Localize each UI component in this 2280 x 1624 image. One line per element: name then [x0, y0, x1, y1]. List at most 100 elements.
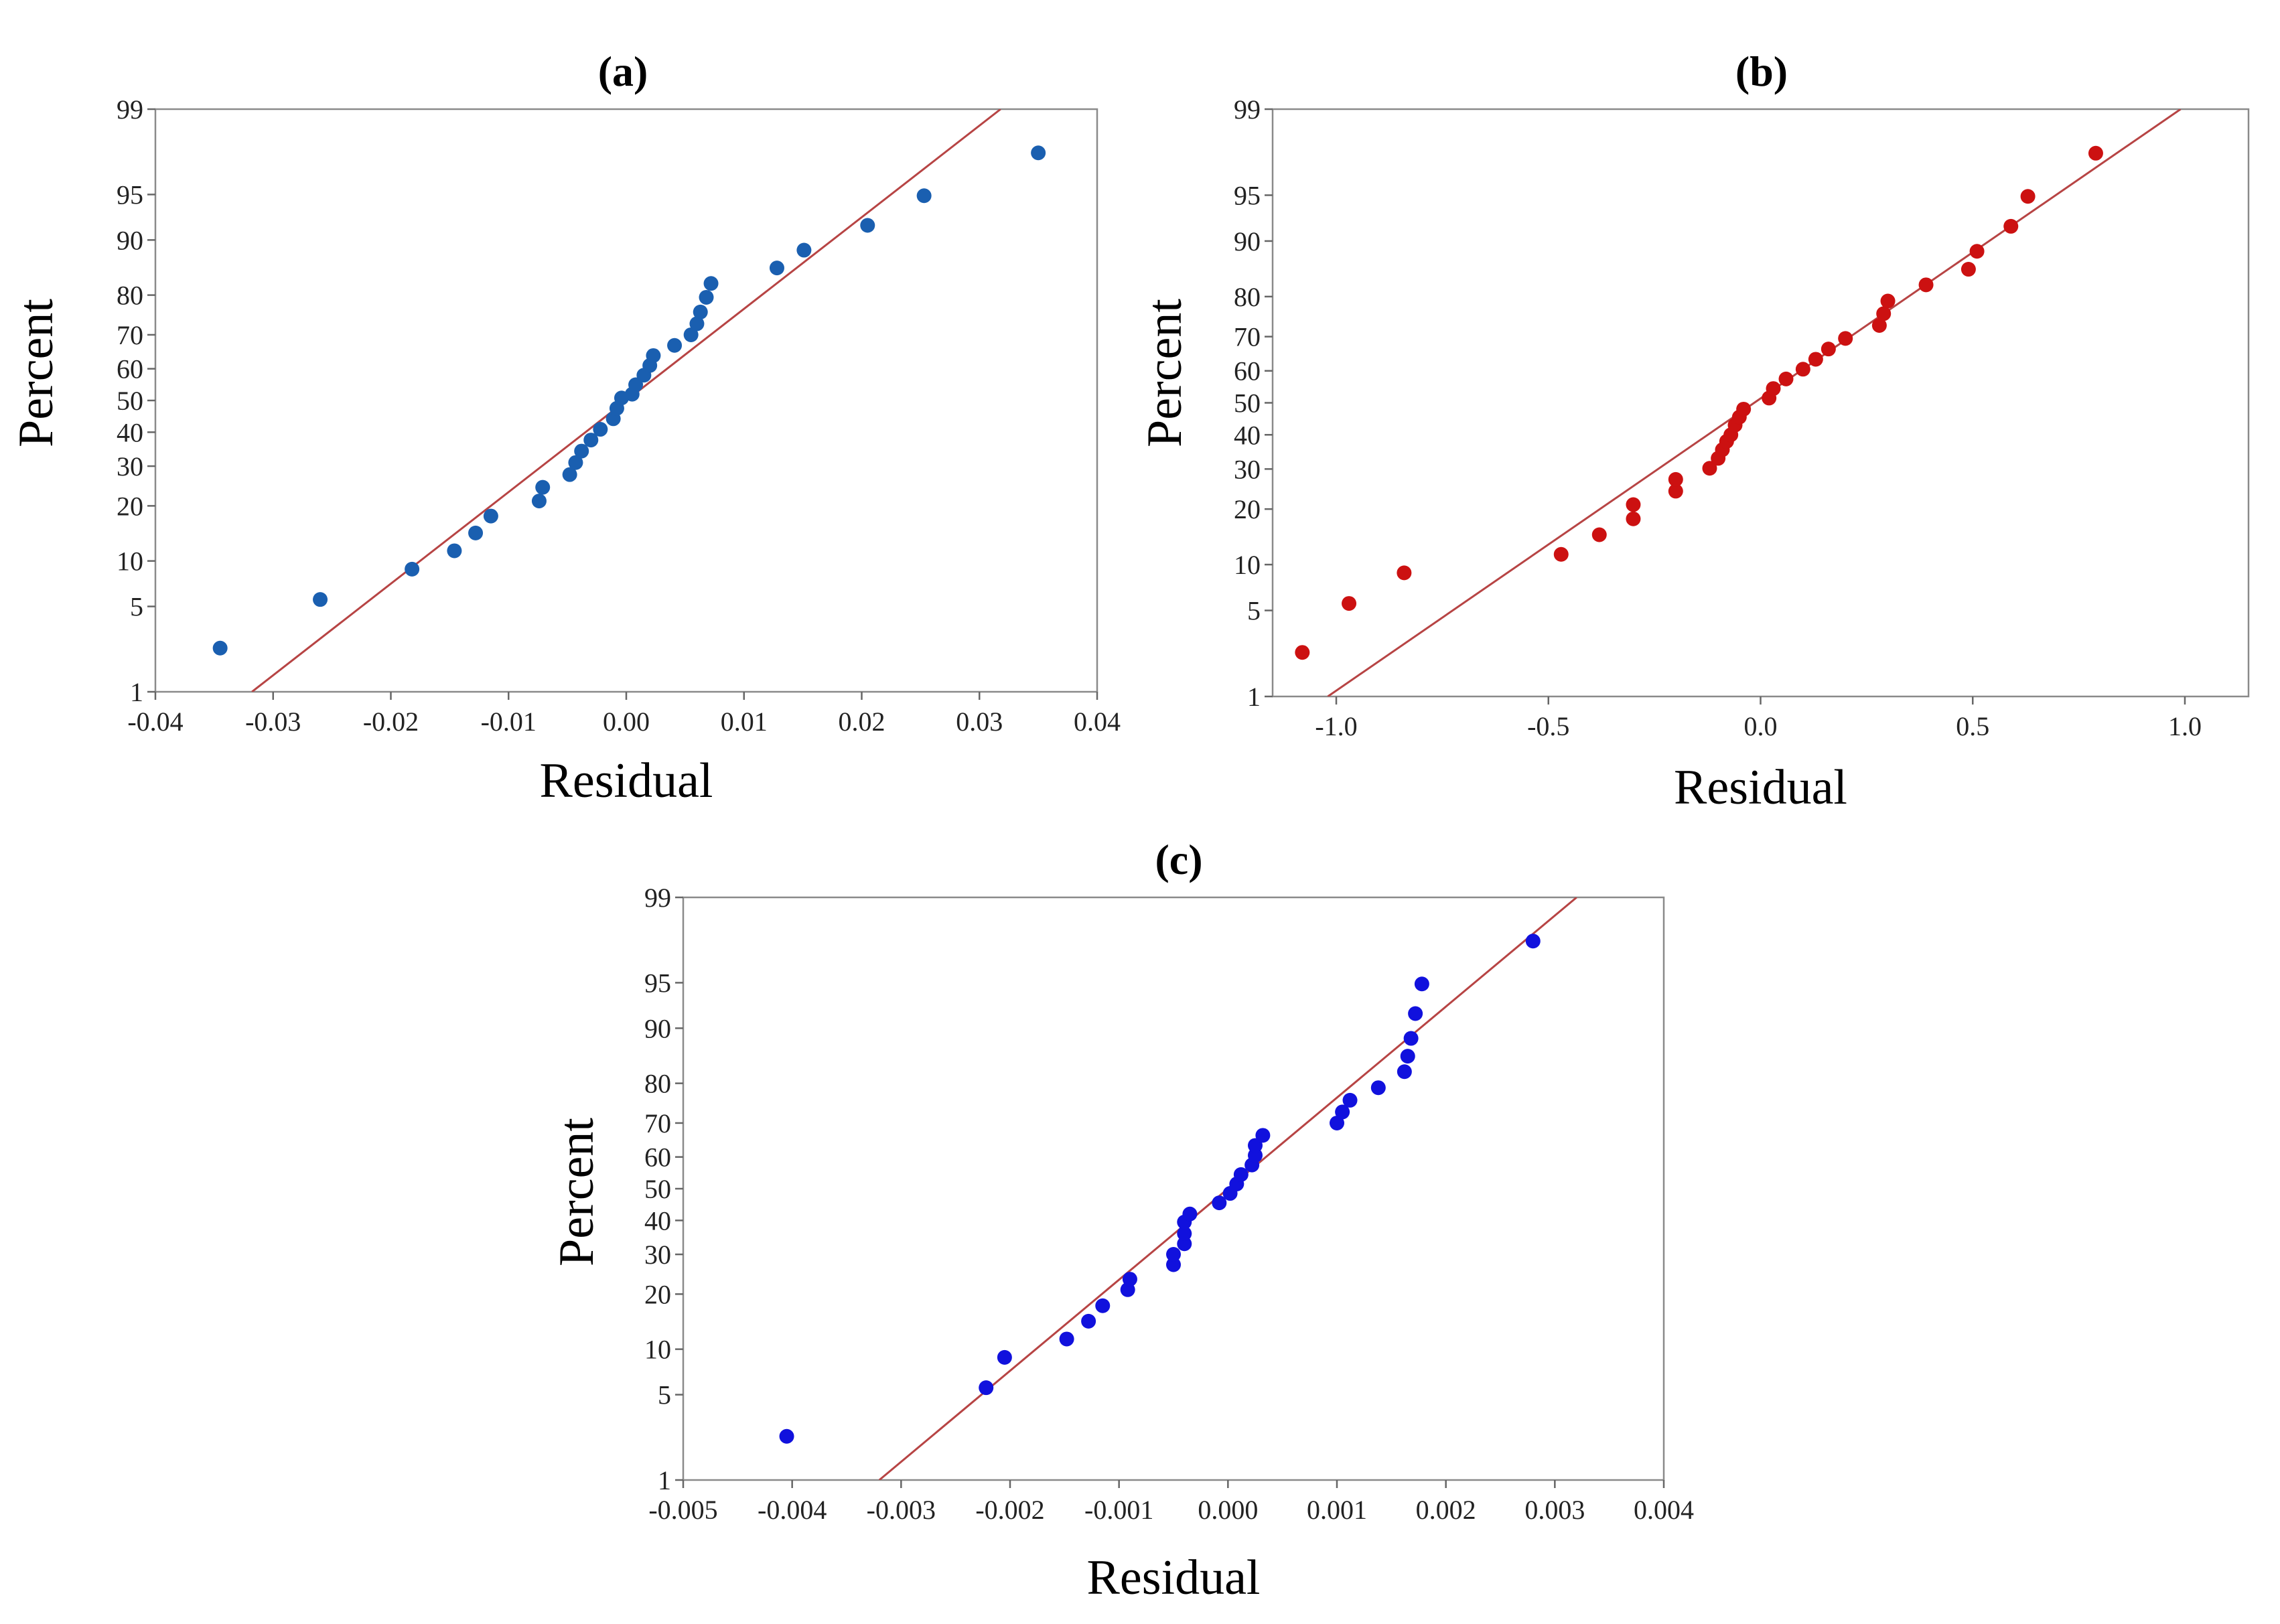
data-point: [1838, 331, 1853, 346]
y-tick-label: 20: [1234, 494, 1261, 524]
data-point: [997, 1349, 1012, 1365]
chart-title: (b): [1735, 48, 1788, 95]
data-point: [693, 304, 708, 319]
data-point: [535, 479, 551, 495]
y-axis-label: Percent: [1137, 299, 1192, 447]
data-point: [979, 1380, 994, 1396]
data-point: [313, 592, 328, 607]
data-point: [1342, 596, 1357, 611]
y-tick-label: 50: [1234, 388, 1261, 419]
y-tick-label: 90: [644, 1013, 671, 1043]
data-point: [1342, 1092, 1358, 1108]
data-point: [916, 188, 932, 204]
data-point: [562, 467, 577, 482]
y-tick-label: 80: [644, 1069, 671, 1099]
x-tick-label: -0.002: [975, 1495, 1044, 1525]
x-tick-label: 0.01: [721, 707, 768, 737]
y-tick-label: 80: [117, 281, 143, 311]
y-tick-label: 95: [117, 179, 143, 210]
x-tick-label: -0.5: [1527, 711, 1569, 741]
y-tick-label: 30: [644, 1240, 671, 1270]
y-tick-label: 95: [1234, 180, 1261, 210]
y-tick-label: 10: [644, 1335, 671, 1365]
data-point: [1403, 1031, 1419, 1046]
data-point: [1969, 244, 1985, 259]
data-point: [574, 443, 589, 459]
data-point: [1918, 277, 1934, 293]
x-tick-label: 0.02: [839, 707, 885, 737]
y-tick-label: 99: [1234, 94, 1261, 125]
fit-line: [1327, 109, 2182, 696]
chart-title: (c): [1155, 836, 1202, 883]
data-point: [1397, 1064, 1412, 1080]
data-point: [468, 525, 484, 540]
data-point: [1059, 1331, 1074, 1347]
data-point: [667, 338, 683, 353]
data-point: [1400, 1049, 1415, 1064]
x-tick-label: -0.02: [363, 707, 419, 737]
data-point: [1871, 317, 1887, 333]
data-point: [1182, 1206, 1198, 1222]
data-point: [447, 543, 462, 559]
data-point: [2088, 145, 2103, 161]
data-point: [1626, 511, 1641, 526]
data-point: [1166, 1247, 1181, 1262]
data-point: [1668, 471, 1683, 487]
data-point: [860, 218, 875, 233]
data-point: [483, 508, 498, 524]
x-tick-label: 0.04: [1074, 707, 1121, 737]
y-tick-label: 5: [658, 1380, 671, 1410]
y-tick-label: 1: [658, 1465, 671, 1495]
y-tick-label: 70: [1234, 322, 1261, 352]
x-tick-label: 0.000: [1198, 1495, 1258, 1525]
plot-frame: [682, 896, 1665, 1481]
data-point: [779, 1428, 794, 1444]
chart-title: (a): [598, 48, 648, 95]
y-tick-label: 99: [644, 883, 671, 913]
data-point: [1668, 484, 1683, 499]
data-point: [689, 316, 705, 331]
x-tick-label: -0.04: [127, 707, 183, 737]
y-tick-label: 20: [644, 1279, 671, 1309]
data-point: [1335, 1104, 1350, 1120]
y-tick-label: 1: [1247, 682, 1261, 712]
x-tick-label: 0.001: [1307, 1495, 1367, 1525]
y-tick-label: 30: [1234, 454, 1261, 484]
data-point: [1081, 1313, 1096, 1329]
data-point: [1295, 645, 1310, 660]
data-point: [1408, 1006, 1423, 1021]
data-point: [703, 276, 719, 291]
y-tick-label: 95: [644, 968, 671, 998]
y-tick-label: 10: [1234, 550, 1261, 580]
y-tick-label: 20: [117, 491, 143, 521]
x-tick-label: -0.03: [245, 707, 301, 737]
x-axis-label: Residual: [1674, 760, 1847, 815]
data-point: [1095, 1298, 1111, 1313]
y-tick-label: 60: [117, 354, 143, 384]
y-tick-label: 50: [117, 386, 143, 416]
data-point: [796, 242, 812, 258]
x-tick-label: -0.004: [758, 1495, 827, 1525]
data-point: [1177, 1226, 1192, 1242]
y-tick-label: 70: [644, 1108, 671, 1138]
data-point: [2020, 189, 2036, 204]
y-tick-label: 40: [117, 417, 143, 447]
x-tick-label: 0.00: [603, 707, 650, 737]
y-tick-label: 60: [644, 1142, 671, 1173]
y-tick-label: 90: [117, 225, 143, 255]
data-point: [1553, 546, 1569, 562]
data-point: [1525, 934, 1541, 949]
data-point: [1795, 362, 1810, 377]
x-axis-label: Residual: [540, 753, 713, 808]
data-point: [212, 640, 228, 656]
data-point: [628, 377, 644, 392]
y-tick-label: 80: [1234, 282, 1261, 312]
data-point: [1370, 1080, 1386, 1096]
x-tick-label: -0.005: [648, 1495, 717, 1525]
data-point: [769, 261, 784, 276]
x-tick-label: -0.01: [481, 707, 537, 737]
y-tick-label: 1: [130, 677, 143, 707]
data-point: [1414, 976, 1429, 992]
y-axis-label: Percent: [9, 299, 64, 447]
data-point: [1591, 527, 1607, 542]
